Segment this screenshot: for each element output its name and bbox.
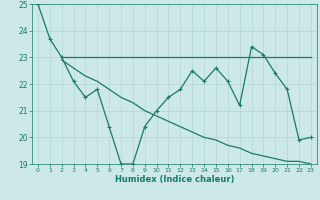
- X-axis label: Humidex (Indice chaleur): Humidex (Indice chaleur): [115, 175, 234, 184]
